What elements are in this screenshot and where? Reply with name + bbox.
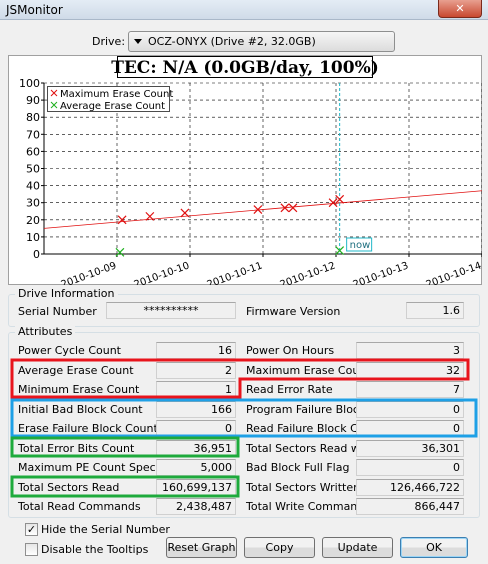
- attribute-label: Total Error Bits Count: [18, 441, 135, 455]
- y-tick-label: 70: [26, 128, 40, 141]
- value-field: 2,438,487: [156, 498, 236, 515]
- value-field: 36,951: [156, 439, 236, 457]
- attribute-label: Total Sectors Read: [18, 480, 120, 494]
- chart-title-box: [117, 56, 373, 78]
- value-field: 5,000: [156, 459, 236, 476]
- group-box: [8, 294, 480, 327]
- attribute-label: Total Sectors Written: [246, 480, 361, 494]
- attribute-label: Minimum Erase Count: [18, 383, 140, 396]
- legend-label: Average Erase Count: [60, 101, 165, 112]
- value-field: 36,301: [356, 439, 464, 457]
- chart: TEC: N/A (0.0GB/day, 100%) 0 10 20 30 40 50 60 7…: [8, 55, 482, 285]
- data-point: [328, 198, 338, 208]
- field-label: Firmware Version: [246, 305, 341, 318]
- attribute-label: Average Erase Count: [18, 363, 134, 377]
- button[interactable]: Copy: [244, 537, 315, 558]
- value-field: 166: [156, 400, 236, 418]
- close-button[interactable]: ✕: [438, 0, 482, 18]
- attribute-label: Maximum Erase Count: [246, 363, 371, 377]
- legend-marker: [50, 101, 58, 109]
- data-point: [280, 203, 290, 213]
- y-tick-label: 90: [26, 94, 40, 107]
- data-point: [253, 205, 263, 214]
- group-title: Drive Information: [15, 287, 118, 300]
- data-point: [145, 211, 155, 221]
- field-label: Serial Number: [18, 305, 97, 318]
- window-title: JSMonitor: [6, 3, 63, 17]
- group-title: Attributes: [15, 325, 76, 338]
- value-field: 16: [156, 342, 236, 359]
- value-field: 0: [356, 400, 464, 418]
- y-tick-label: 10: [26, 231, 40, 244]
- attribute-label: Erase Failure Block Count: [18, 422, 158, 435]
- data-point: [180, 208, 190, 218]
- value-field: 7: [356, 381, 464, 398]
- drive-selected: OCZ-ONYX (Drive #2, 32.0GB): [148, 35, 316, 48]
- data-point: [335, 246, 345, 256]
- value-field: 0: [356, 459, 464, 476]
- data-point: [117, 215, 127, 225]
- legend-box: [47, 86, 170, 112]
- value-field: 1.6: [406, 302, 464, 319]
- value-field: 866,447: [356, 498, 464, 515]
- value-field: 0: [156, 420, 236, 437]
- attribute-label: Power Cycle Count: [18, 344, 121, 357]
- checkbox-label: Disable the Tooltips: [41, 543, 149, 556]
- attribute-label: Power On Hours: [246, 344, 335, 357]
- y-tick-label: 30: [26, 197, 40, 210]
- legend-marker: [50, 89, 58, 97]
- value-field: 32: [356, 361, 464, 379]
- y-tick-label: 0: [33, 248, 40, 261]
- value-field: 3: [356, 342, 464, 359]
- dropdown-arrow: [134, 39, 142, 44]
- value-field: 160,699,137: [156, 478, 236, 496]
- group-box: [8, 332, 480, 518]
- data-point: [288, 203, 298, 213]
- y-tick-label: 20: [26, 214, 40, 227]
- value-field: **********: [106, 302, 236, 319]
- attribute-label: Bad Block Full Flag: [246, 461, 350, 474]
- attribute-label: Read Error Rate: [246, 383, 333, 396]
- now-label: now: [350, 240, 371, 251]
- value-field: 0: [356, 420, 464, 437]
- value-field: 2: [156, 361, 236, 379]
- button[interactable]: Update: [322, 537, 393, 558]
- value-field: 1: [156, 381, 236, 398]
- trendline: [43, 190, 482, 229]
- attribute-label: Total Read Commands: [18, 500, 141, 513]
- y-tick-label: 100: [19, 77, 40, 90]
- data-point: [335, 194, 345, 204]
- button[interactable]: OK: [400, 537, 468, 558]
- checkbox[interactable]: ✓: [25, 523, 38, 536]
- y-tick-label: 60: [26, 145, 40, 158]
- legend-label: Maximum Erase Count: [60, 89, 173, 100]
- y-tick-label: 80: [26, 111, 40, 124]
- checkbox[interactable]: [25, 543, 38, 556]
- checkbox-label: Hide the Serial Number: [41, 523, 170, 536]
- attribute-label: Maximum PE Count Specification: [18, 461, 200, 474]
- now-label-box: [346, 237, 373, 252]
- attribute-label: Initial Bad Block Count: [18, 402, 143, 416]
- value-field: 126,466,722: [356, 478, 464, 496]
- y-tick-label: 50: [26, 163, 40, 176]
- drive-label: Drive:: [92, 35, 126, 48]
- title-bar: [0, 0, 488, 20]
- button[interactable]: Reset Graph: [166, 537, 237, 558]
- chart-title: TEC: N/A (0.0GB/day, 100%): [111, 58, 379, 78]
- data-point: [115, 247, 125, 257]
- attribute-label: Total Write Commands: [246, 500, 370, 513]
- drive-dropdown[interactable]: [128, 31, 395, 52]
- y-tick-label: 40: [26, 180, 40, 193]
